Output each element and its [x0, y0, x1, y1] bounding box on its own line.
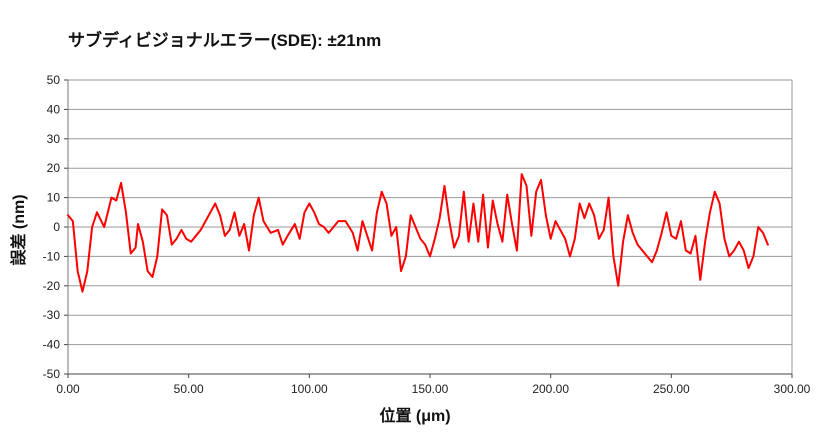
axes: [64, 79, 793, 378]
y-tick-label: -10: [43, 249, 61, 263]
y-tick-label: -30: [43, 308, 61, 322]
y-tick-label: 50: [47, 73, 61, 87]
y-axis-title: 誤差 (nm): [9, 194, 28, 265]
x-tick-label: 300.00: [774, 382, 811, 396]
y-tick-label: 30: [47, 132, 61, 146]
x-tick-label: 50.00: [174, 382, 204, 396]
y-tick-label: 0: [53, 220, 60, 234]
y-tick-label: 20: [47, 161, 61, 175]
series: [67, 173, 769, 293]
y-tick-label: 10: [47, 191, 61, 205]
x-tick-label: 250.00: [653, 382, 690, 396]
chart-title: サブディビジョナルエラー(SDE): ±21nm: [68, 31, 382, 50]
y-tick-label: -40: [43, 338, 61, 352]
x-tick-label: 0.00: [56, 382, 80, 396]
series-line-0: [67, 173, 769, 293]
x-tick-label: 150.00: [412, 382, 449, 396]
y-tick-label: -50: [43, 367, 61, 381]
y-tick-labels: 50 40 30 20 10 0 -10 -20 -30 -40 -50: [43, 73, 61, 381]
y-tick-label: 40: [47, 102, 61, 116]
x-tick-label: 100.00: [291, 382, 328, 396]
grid-lines: [68, 79, 792, 375]
x-tick-label: 200.00: [532, 382, 569, 396]
y-tick-label: -20: [43, 279, 61, 293]
x-axis-title: 位置 (μm): [379, 406, 450, 425]
x-tick-labels: 0.00 50.00 100.00 150.00 200.00 250.00 300.00: [56, 382, 810, 396]
